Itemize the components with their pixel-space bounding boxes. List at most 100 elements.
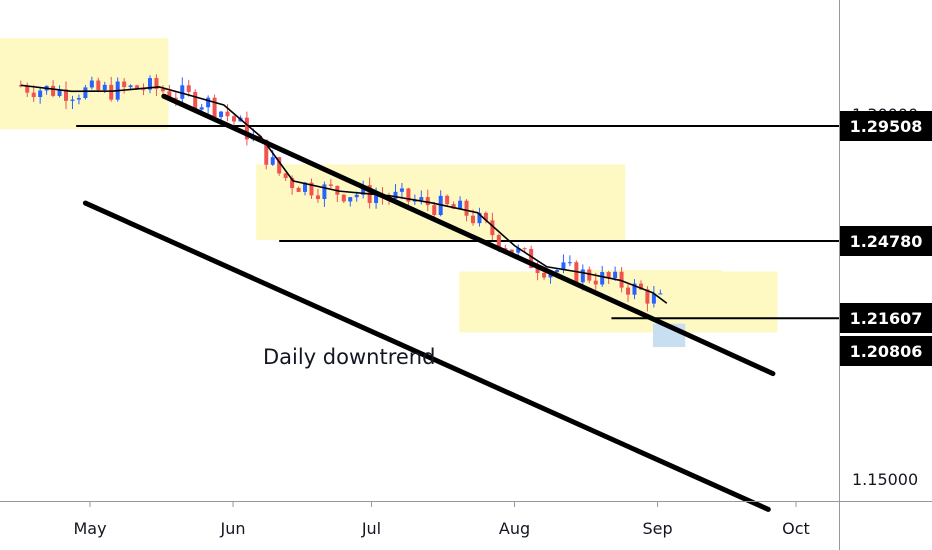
candle-body (283, 173, 288, 178)
candle-body (542, 272, 547, 278)
candle-body (406, 188, 411, 202)
candle-body (206, 97, 211, 108)
candle-body (561, 262, 566, 271)
candle-body (270, 157, 275, 165)
candle-body (374, 195, 379, 203)
candle-body (199, 107, 204, 110)
upper-channel-line (161, 93, 776, 377)
price-badge (840, 336, 932, 366)
candle-body (651, 293, 656, 304)
candle-body (173, 97, 178, 99)
candle-body (51, 85, 56, 96)
price-badge-label: 1.21607 (850, 309, 923, 328)
candle-body (458, 200, 463, 209)
candle-body (470, 215, 475, 224)
candle-body (160, 88, 165, 92)
candle-body (212, 97, 217, 118)
candle-body (264, 139, 269, 165)
candle-body (180, 85, 185, 99)
candle-body (354, 194, 359, 198)
x-tick-label: Jun (220, 519, 246, 538)
candle-body (645, 289, 650, 304)
candle-body (606, 271, 611, 278)
candle-body (587, 269, 592, 281)
lower-channel-line (82, 200, 771, 512)
candle-body (296, 188, 301, 192)
moving-average (20, 84, 668, 304)
candle-body (96, 80, 101, 91)
x-tick-label: Jul (361, 519, 381, 538)
candle-body (496, 235, 501, 249)
candle-body (503, 248, 508, 250)
x-tick-label: Oct (782, 519, 810, 538)
candle-body (219, 111, 224, 118)
candle-body (167, 91, 172, 98)
candle-body (419, 197, 424, 201)
candle-body (102, 84, 107, 91)
candle-body (535, 268, 540, 273)
candle-body (619, 271, 624, 288)
x-tick-label: May (73, 519, 106, 538)
candle-body (477, 212, 482, 224)
price-axis-labels: 1.150001.30000 (852, 105, 918, 489)
candle-body (490, 220, 495, 236)
candle-body (315, 195, 320, 200)
candle-body (464, 200, 469, 216)
price-badge (840, 111, 932, 141)
candle-body (516, 248, 521, 253)
candle-body (322, 184, 327, 200)
price-level-badges: 1.29508 1.24780 1.21607 1.20806 (840, 111, 932, 366)
candle-body (309, 182, 314, 196)
candle-body (31, 92, 36, 98)
candle-body (393, 191, 398, 199)
candle-body (186, 85, 191, 92)
candle-body (290, 177, 295, 189)
candle-body (451, 204, 456, 209)
y-tick-label: 1.15000 (852, 470, 918, 489)
candle-body (193, 91, 198, 110)
candle-body (89, 80, 94, 88)
price-badge-label: 1.29508 (850, 117, 923, 136)
chart-annotation: Daily downtrend (263, 345, 435, 369)
candle-body (277, 157, 282, 174)
candle-body (613, 271, 618, 278)
trend-channel (82, 93, 776, 512)
candle-body (348, 197, 353, 202)
candle-body (432, 205, 437, 216)
candle-body (567, 262, 572, 264)
price-badge (840, 226, 932, 256)
candle-body (554, 270, 559, 273)
candle-body (303, 182, 308, 192)
candle-body (522, 248, 527, 250)
candle-body (580, 269, 585, 283)
candle-body (593, 280, 598, 285)
candle-body (38, 90, 43, 98)
candle-body (135, 85, 140, 90)
candle-body (600, 271, 605, 285)
candle-body (632, 283, 637, 295)
candle-body (509, 249, 514, 253)
candle-body (399, 188, 404, 192)
candle-body (76, 98, 81, 100)
candle-body (128, 85, 133, 88)
candle-body (412, 200, 417, 202)
candle-body (225, 111, 230, 117)
x-tick-label: Aug (499, 519, 530, 538)
candle-body (244, 117, 249, 140)
candle-body (109, 84, 114, 100)
candle-body (147, 78, 152, 90)
moving-average-line (20, 84, 668, 304)
candle-body (626, 287, 631, 295)
candle-body (64, 89, 69, 101)
candle-body (141, 89, 146, 91)
price-badge-label: 1.20806 (850, 342, 923, 361)
candle-body (154, 78, 159, 89)
candle-body (361, 185, 366, 195)
consolidation-zone (0, 38, 169, 130)
candle-body (83, 87, 88, 99)
candle-body (122, 81, 127, 88)
candle-body (529, 248, 534, 269)
candle-body (328, 184, 333, 186)
candle-body (341, 194, 346, 202)
